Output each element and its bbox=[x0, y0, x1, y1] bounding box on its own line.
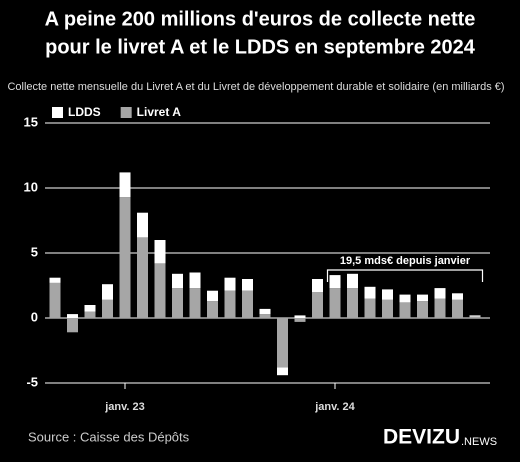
bar-segment bbox=[242, 279, 253, 291]
chart-title: A peine 200 millions d'euros de collecte… bbox=[45, 8, 476, 30]
bar-segment bbox=[329, 288, 341, 318]
bar-segment bbox=[277, 318, 288, 368]
bar-segment bbox=[417, 301, 428, 318]
brand: .NEWS bbox=[461, 436, 497, 448]
y-tick-label: 0 bbox=[31, 309, 38, 324]
bar-segment bbox=[154, 240, 166, 264]
bar-segment bbox=[189, 272, 201, 289]
bar-segment bbox=[49, 277, 61, 283]
bar-segment bbox=[434, 298, 446, 318]
bar-segment bbox=[347, 273, 358, 289]
y-tick-label: 15 bbox=[24, 114, 38, 129]
bar-segment bbox=[312, 279, 323, 292]
bar-segment bbox=[224, 277, 236, 291]
bar-segment bbox=[452, 293, 463, 300]
bar-segment bbox=[294, 315, 306, 318]
bar-segment bbox=[172, 273, 183, 289]
bar-segment bbox=[119, 197, 131, 318]
bar-segment bbox=[469, 316, 481, 318]
annotation-bracket bbox=[326, 269, 484, 282]
bar-segment bbox=[102, 299, 113, 318]
y-tick-label: 5 bbox=[31, 244, 38, 259]
y-tick-label: 10 bbox=[24, 179, 38, 194]
bar-segment bbox=[242, 290, 253, 318]
bar-segment bbox=[364, 286, 376, 299]
bar-segment bbox=[399, 294, 411, 303]
annotation: 19,5 mds€ depuis janvier bbox=[340, 255, 471, 267]
brand: DEVIZU bbox=[383, 426, 460, 449]
bar-segment bbox=[119, 172, 131, 198]
bar-segment bbox=[137, 237, 148, 318]
bar-segment bbox=[207, 290, 218, 302]
source: Source : Caisse des Dépôts bbox=[28, 429, 190, 444]
bar-segment bbox=[434, 288, 446, 299]
x-tick-label: janv. 24 bbox=[314, 401, 355, 413]
bar-segment bbox=[382, 299, 393, 318]
bar-segment bbox=[84, 305, 96, 312]
bar-segment bbox=[469, 315, 481, 317]
bar-segment bbox=[399, 302, 411, 318]
chart-subtitle: Collecte nette mensuelle du Livret A et … bbox=[7, 81, 504, 93]
bar-segment bbox=[224, 290, 236, 318]
chart-title: pour le livret A et le LDDS en septembre… bbox=[45, 36, 476, 58]
bar-segment bbox=[329, 275, 341, 289]
bar-segment bbox=[294, 318, 306, 322]
bar-segment bbox=[259, 308, 271, 315]
bar-segment bbox=[154, 263, 166, 318]
bar-segment bbox=[189, 288, 201, 318]
bar-segment bbox=[417, 294, 428, 302]
bar-segment bbox=[172, 288, 183, 318]
bar-segment bbox=[452, 299, 463, 318]
bar-segment bbox=[49, 282, 61, 318]
bar-segment bbox=[312, 292, 323, 318]
bar-segment bbox=[347, 288, 358, 318]
legend-label: LDDS bbox=[68, 105, 101, 119]
y-tick-label: -5 bbox=[26, 374, 38, 389]
legend-swatch bbox=[52, 107, 63, 118]
bar-segment bbox=[382, 289, 393, 300]
bar-segment bbox=[364, 298, 376, 318]
bar-segment bbox=[207, 301, 218, 318]
legend-swatch bbox=[120, 107, 132, 118]
bar-segment bbox=[277, 367, 288, 376]
bar-segment bbox=[67, 314, 78, 318]
legend-label: Livret A bbox=[137, 105, 182, 119]
bar-segment bbox=[137, 212, 148, 238]
bar-segment bbox=[259, 314, 271, 318]
x-tick-label: janv. 23 bbox=[104, 401, 145, 413]
bar-segment bbox=[102, 284, 113, 300]
bar-segment bbox=[84, 311, 96, 318]
bar-segment bbox=[67, 318, 78, 333]
